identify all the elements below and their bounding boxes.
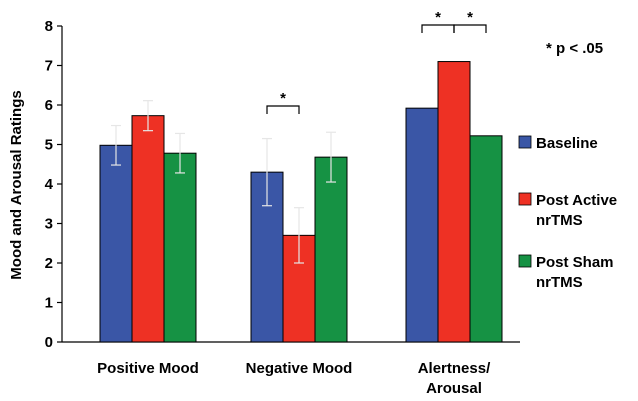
significance-bracket: [453, 24, 487, 33]
significance-star: *: [467, 9, 473, 26]
y-tick-label: 5: [45, 137, 53, 154]
y-tick-label: 7: [45, 58, 53, 75]
plot-area: 0 1 2 3 4 5 6 7 8 Positive Mood Negative Mood Alert…: [45, 9, 520, 397]
legend-label: nrTMS: [536, 274, 583, 291]
significance-star: *: [280, 90, 286, 107]
y-tick-label: 2: [45, 255, 53, 272]
bar: [469, 135, 503, 343]
y-tick-label: 4: [45, 176, 54, 193]
legend-label: nrTMS: [536, 212, 583, 229]
x-category-label: Arousal: [426, 380, 482, 397]
y-tick-label: 3: [45, 216, 53, 233]
bar: [131, 115, 165, 343]
x-category-label: Alertness/: [418, 360, 491, 377]
bar: [163, 152, 197, 343]
legend-label: Post Sham: [536, 254, 614, 271]
bar: [314, 156, 348, 343]
bar: [405, 107, 439, 343]
legend-label: Baseline: [536, 135, 598, 152]
y-tick-label: 8: [45, 18, 53, 35]
legend-label: Post Active: [536, 192, 617, 209]
bar: [437, 61, 471, 343]
significance-bracket: [421, 24, 455, 33]
legend-swatch: [518, 135, 532, 149]
y-tick-label: 0: [45, 334, 53, 351]
significance-bracket: [266, 105, 300, 114]
bar: [99, 144, 133, 343]
x-category-label: Negative Mood: [246, 360, 353, 377]
significance-note: * p < .05: [546, 40, 603, 57]
legend-swatch: [518, 192, 532, 206]
y-tick-label: 1: [45, 295, 53, 312]
x-category-label: Positive Mood: [97, 360, 199, 377]
legend-swatch: [518, 254, 532, 268]
y-tick-label: 6: [45, 97, 53, 114]
legend: Baseline Post Active nrTMS Post Sham nrTMS: [518, 135, 617, 291]
y-axis-label: Mood and Arousal Ratings: [8, 90, 25, 279]
significance-star: *: [435, 9, 441, 26]
